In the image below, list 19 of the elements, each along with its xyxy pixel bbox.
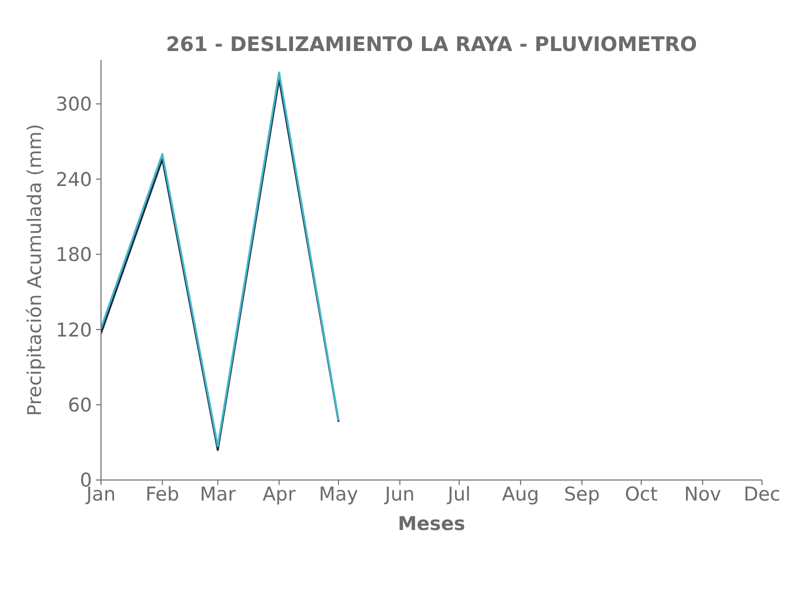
chart-title: 261 - DESLIZAMIENTO LA RAYA - PLUVIOMETRO bbox=[164, 32, 698, 56]
x-tick-label: Jun bbox=[384, 483, 415, 506]
x-tick-label: Dec bbox=[744, 483, 780, 506]
y-tick-label: 120 bbox=[56, 319, 92, 342]
y-tick-label: 300 bbox=[56, 94, 92, 116]
y-axis-title: Precipitación Acumulada (mm) bbox=[24, 124, 46, 416]
x-tick-label: Feb bbox=[146, 483, 180, 506]
x-tick-label: Apr bbox=[262, 483, 296, 506]
x-tick-label: Jul bbox=[446, 483, 471, 506]
y-tick-label: 180 bbox=[56, 244, 92, 266]
x-tick-label: Oct bbox=[624, 483, 658, 506]
y-tick-label: 240 bbox=[56, 168, 92, 191]
x-tick-label: Nov bbox=[684, 483, 722, 506]
x-tick-label: Sep bbox=[564, 483, 600, 506]
x-tick-label: Mar bbox=[200, 483, 236, 506]
x-axis-title: Meses bbox=[398, 513, 466, 535]
x-tick-label: May bbox=[318, 483, 358, 506]
y-tick-label: 60 bbox=[68, 394, 92, 417]
x-tick-label: Aug bbox=[502, 483, 540, 506]
